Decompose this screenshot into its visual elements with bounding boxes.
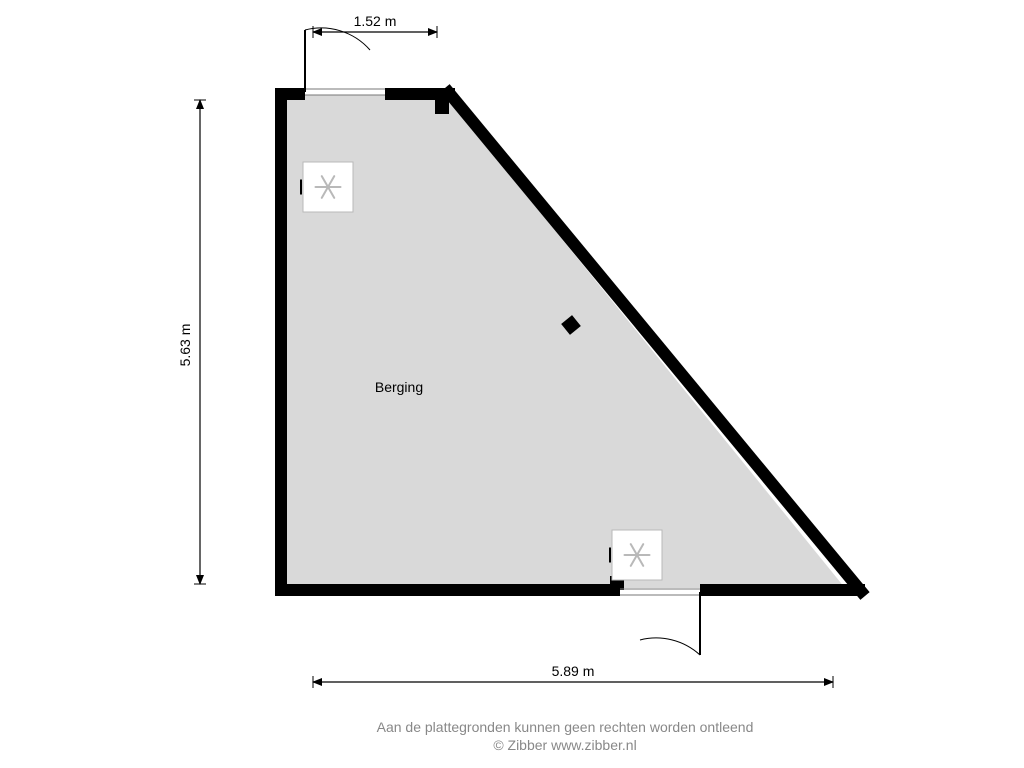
floor-area [283,95,845,588]
vent-top-left [301,162,353,212]
wall-segment-3 [275,584,620,596]
dim-bottom-label: 5.89 m [552,663,595,679]
vent-bottom [610,530,662,580]
room-label: Berging [375,379,423,395]
top-door [305,28,385,95]
dim-left: 5.63 m [177,100,206,584]
dim-top: 1.52 m [313,13,437,38]
footer-copyright: © Zibber www.zibber.nl [493,737,636,753]
bottom-door [620,589,700,655]
dim-top-label: 1.52 m [354,13,397,29]
footer-disclaimer: Aan de plattegronden kunnen geen rechten… [377,719,754,735]
wall-stud-0 [435,100,449,114]
dim-bottom: 5.89 m [313,663,833,688]
dim-left-label: 5.63 m [177,324,193,367]
wall-segment-2 [275,88,287,596]
wall-segment-4 [700,584,865,596]
